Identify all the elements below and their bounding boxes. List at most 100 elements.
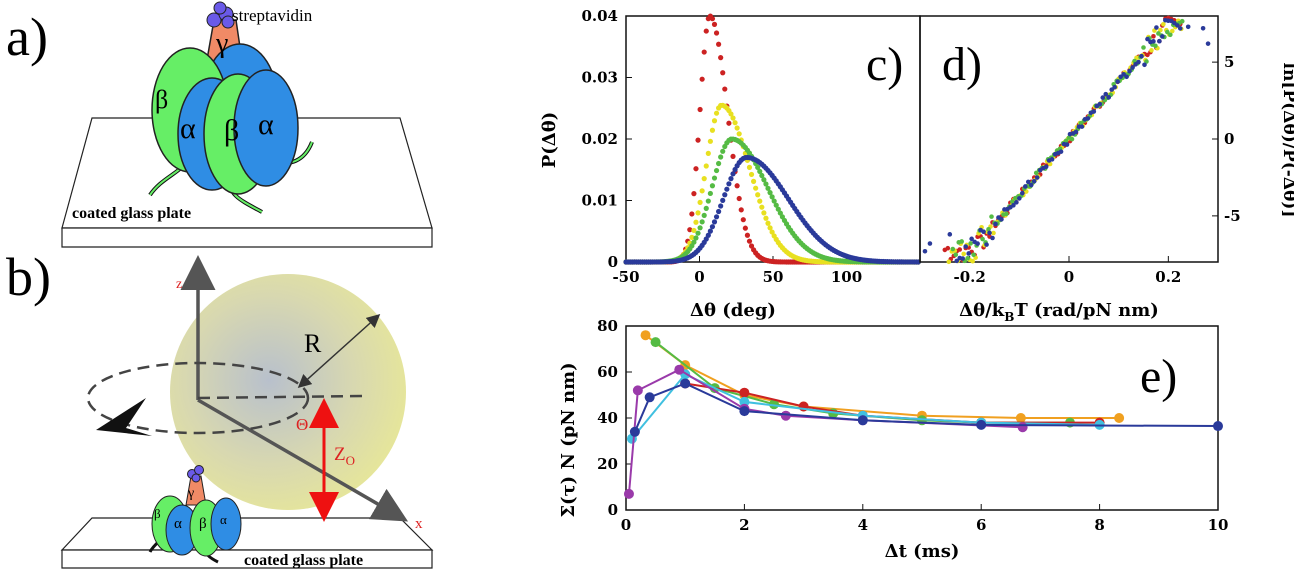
data-point bbox=[1031, 178, 1037, 184]
data-point bbox=[730, 153, 736, 159]
data-point bbox=[736, 131, 742, 137]
data-point bbox=[755, 192, 761, 198]
data-point bbox=[1124, 74, 1129, 80]
panel-a: a) coated glass plate streptavidin γ β α… bbox=[6, 1, 433, 248]
x-axis bbox=[197, 398, 409, 522]
data-point bbox=[991, 230, 996, 236]
data-point bbox=[857, 415, 868, 426]
data-point bbox=[718, 55, 724, 61]
data-point bbox=[722, 86, 728, 92]
data-point bbox=[945, 245, 951, 251]
data-point bbox=[1014, 200, 1019, 205]
data-point bbox=[1034, 175, 1040, 180]
data-point bbox=[1103, 91, 1109, 97]
data-point bbox=[1085, 116, 1091, 121]
data-point bbox=[966, 251, 971, 256]
radius-label: R bbox=[304, 329, 322, 358]
x-tick-label: 6 bbox=[976, 516, 986, 534]
series-blue bbox=[954, 17, 1183, 264]
data-point bbox=[746, 164, 753, 170]
data-point bbox=[739, 387, 750, 398]
data-point bbox=[989, 214, 994, 219]
glass-plate-side bbox=[61, 549, 433, 569]
data-point bbox=[701, 49, 707, 55]
y-axis-title: P(Δθ) bbox=[539, 112, 560, 169]
beta-label-center: β bbox=[224, 114, 239, 147]
streptavidin-bead bbox=[191, 473, 201, 483]
data-point bbox=[1179, 18, 1185, 24]
chart-e: 0 2 4 6 8 10 0 20 40 60 80 Δt (ms) Σ(τ) N (pN nm) bbox=[558, 317, 1228, 562]
rotation-arrow-icon bbox=[96, 398, 152, 436]
x-tick-label: 100 bbox=[831, 268, 862, 286]
data-point bbox=[736, 195, 742, 202]
data-point bbox=[632, 385, 643, 396]
data-point bbox=[759, 204, 765, 210]
data-point bbox=[767, 190, 773, 196]
data-point bbox=[705, 150, 711, 156]
data-point bbox=[950, 246, 956, 252]
data-point bbox=[709, 127, 716, 133]
data-point bbox=[748, 243, 755, 249]
data-point bbox=[730, 171, 736, 177]
y-tick-label: -5 bbox=[1224, 207, 1241, 225]
data-point bbox=[703, 205, 709, 211]
y-tick-label: 0 bbox=[608, 501, 618, 519]
streptavidin-bead bbox=[194, 465, 204, 475]
panel-d-letter: d) bbox=[942, 38, 982, 91]
y-tick-label: 0.04 bbox=[581, 7, 618, 25]
x-axis-title: Δt (ms) bbox=[885, 541, 960, 562]
data-point bbox=[739, 396, 750, 407]
x-tick-label: 0 bbox=[1064, 268, 1074, 286]
data-point bbox=[697, 106, 703, 113]
data-point bbox=[1017, 196, 1022, 201]
streptavidin-bead bbox=[206, 12, 222, 28]
data-point bbox=[1160, 34, 1165, 39]
plate-label: coated glass plate bbox=[244, 552, 363, 569]
data-point bbox=[713, 110, 720, 116]
data-point bbox=[1073, 129, 1079, 135]
data-point bbox=[718, 203, 724, 209]
data-point bbox=[1145, 52, 1150, 58]
z0-label: ZO bbox=[334, 444, 355, 468]
y-tick-label: 0.01 bbox=[581, 192, 618, 210]
data-point bbox=[674, 364, 685, 375]
data-point bbox=[1047, 161, 1053, 167]
data-point bbox=[971, 252, 976, 258]
data-point bbox=[711, 118, 718, 124]
data-point bbox=[703, 28, 709, 34]
theta-label: Θ bbox=[296, 415, 308, 434]
y-tick-label: 5 bbox=[1224, 53, 1234, 71]
y-tick-label: 80 bbox=[597, 317, 618, 335]
data-point bbox=[1017, 422, 1028, 433]
data-point bbox=[730, 115, 736, 121]
data-point bbox=[623, 488, 634, 499]
series-line bbox=[627, 368, 1023, 494]
data-point bbox=[947, 232, 953, 237]
data-point bbox=[728, 111, 734, 117]
data-point bbox=[701, 212, 707, 218]
data-point bbox=[759, 172, 765, 179]
data-point bbox=[1144, 59, 1149, 64]
data-point bbox=[1079, 124, 1085, 129]
data-point bbox=[984, 242, 989, 247]
data-point bbox=[922, 248, 928, 254]
data-point bbox=[959, 239, 965, 244]
data-point bbox=[1115, 79, 1120, 84]
data-point bbox=[740, 217, 746, 223]
glass-plate-top bbox=[60, 517, 434, 551]
data-point bbox=[699, 188, 705, 194]
data-point bbox=[1121, 71, 1126, 77]
data-point bbox=[734, 183, 740, 189]
beta-label-left: β bbox=[155, 85, 168, 114]
panel-b: b) z x R Θ ZO γ β α bbox=[6, 247, 434, 569]
data-point bbox=[753, 185, 759, 191]
data-point bbox=[1136, 59, 1141, 65]
data-point bbox=[693, 219, 699, 225]
data-point bbox=[1139, 53, 1144, 59]
streptavidin-label: streptavidin bbox=[232, 6, 313, 25]
data-point bbox=[707, 190, 713, 197]
data-point bbox=[773, 202, 779, 208]
data-point bbox=[695, 210, 701, 216]
data-point bbox=[1154, 25, 1159, 30]
